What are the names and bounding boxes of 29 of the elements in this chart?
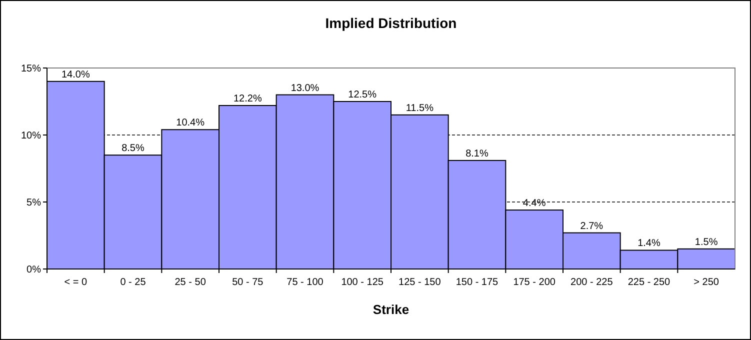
x-tick-label: 75 - 100: [286, 277, 324, 288]
data-label: 1.4%: [638, 238, 661, 250]
x-tick-label: < = 0: [64, 277, 88, 288]
data-label: 12.5%: [348, 90, 377, 100]
x-tick-label: 125 - 150: [398, 277, 442, 288]
x-axis-title: Strike: [372, 302, 410, 317]
x-tick-label: 25 - 50: [174, 277, 206, 288]
data-label: 10.4%: [176, 118, 205, 129]
y-tick-label: 15%: [20, 64, 42, 74]
x-tick-label: 225 - 250: [628, 277, 671, 288]
data-label: 8.1%: [466, 148, 489, 160]
data-label: 8.5%: [122, 143, 145, 154]
data-label: 1.5%: [694, 236, 718, 248]
y-tick-label: 0%: [26, 264, 42, 276]
data-label: 13.0%: [290, 82, 320, 94]
data-label: 2.7%: [580, 220, 604, 232]
data-label: 12.2%: [233, 94, 262, 105]
chart-title: Implied Distribution: [325, 15, 457, 31]
x-tick-label: 200 - 225: [570, 277, 614, 288]
x-tick-label: > 250: [694, 277, 720, 288]
x-tick-label: 50 - 75: [232, 277, 264, 288]
y-tick-label: 5%: [26, 198, 42, 208]
x-tick-label: 0 - 25: [120, 277, 146, 288]
x-tick-label: 150 - 175: [456, 277, 499, 288]
y-tick-label: 10%: [20, 130, 42, 142]
x-tick-label: 100 - 125: [341, 277, 384, 288]
data-label: 11.5%: [406, 102, 434, 114]
data-label: 14.0%: [61, 69, 90, 80]
x-tick-label: 175 - 200: [513, 277, 556, 288]
